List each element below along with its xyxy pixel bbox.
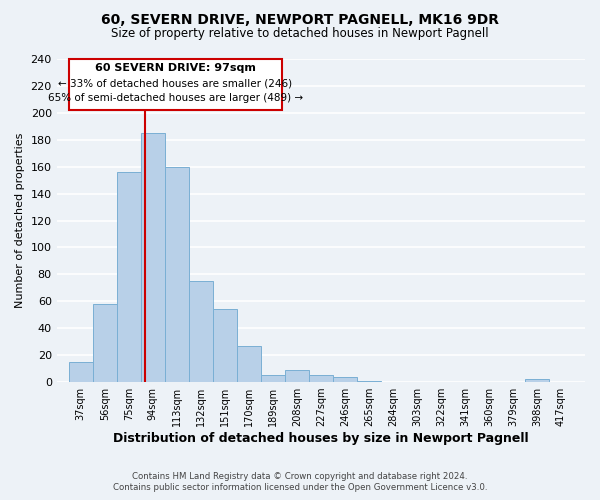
Bar	[213, 310, 237, 382]
Bar	[309, 376, 333, 382]
Bar	[165, 166, 189, 382]
X-axis label: Distribution of detached houses by size in Newport Pagnell: Distribution of detached houses by size …	[113, 432, 529, 445]
Text: Contains HM Land Registry data © Crown copyright and database right 2024.
Contai: Contains HM Land Registry data © Crown c…	[113, 472, 487, 492]
Bar	[525, 380, 549, 382]
Bar	[261, 376, 285, 382]
Y-axis label: Number of detached properties: Number of detached properties	[15, 133, 25, 308]
Bar	[189, 281, 213, 382]
Bar	[68, 362, 92, 382]
Bar	[141, 133, 165, 382]
Text: ← 33% of detached houses are smaller (246): ← 33% of detached houses are smaller (24…	[58, 78, 293, 88]
Bar	[357, 380, 381, 382]
Bar	[237, 346, 261, 382]
FancyBboxPatch shape	[68, 59, 283, 110]
Bar	[285, 370, 309, 382]
Text: 60 SEVERN DRIVE: 97sqm: 60 SEVERN DRIVE: 97sqm	[95, 64, 256, 74]
Bar	[92, 304, 117, 382]
Text: 65% of semi-detached houses are larger (489) →: 65% of semi-detached houses are larger (…	[48, 93, 303, 103]
Text: 60, SEVERN DRIVE, NEWPORT PAGNELL, MK16 9DR: 60, SEVERN DRIVE, NEWPORT PAGNELL, MK16 …	[101, 12, 499, 26]
Text: Size of property relative to detached houses in Newport Pagnell: Size of property relative to detached ho…	[111, 28, 489, 40]
Bar	[117, 172, 141, 382]
Bar	[333, 376, 357, 382]
